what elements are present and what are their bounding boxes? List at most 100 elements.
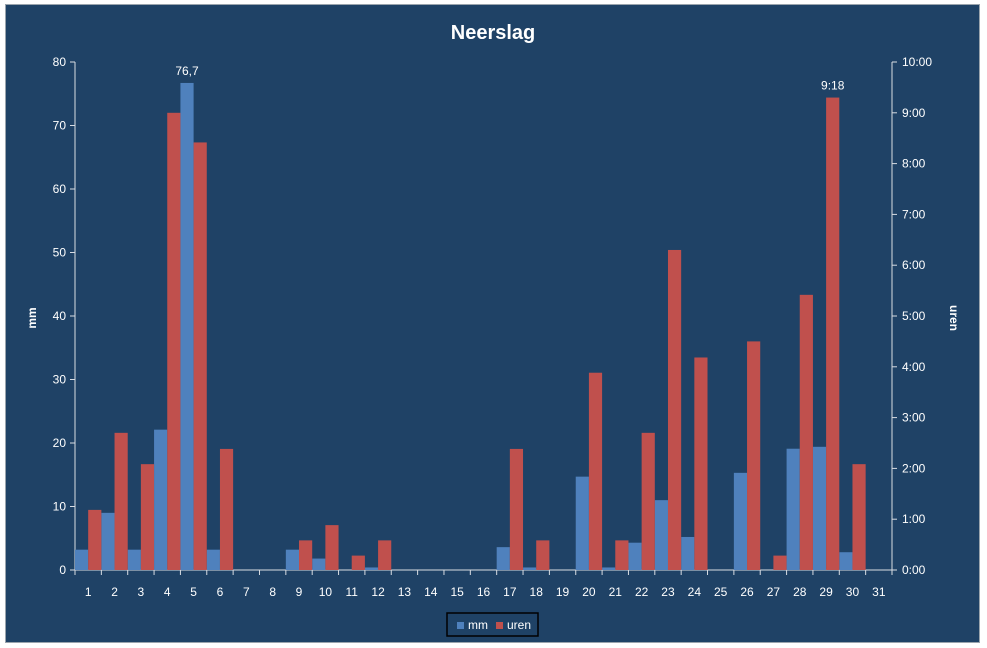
bar-uren: [193, 142, 207, 570]
bar-uren: [799, 294, 813, 570]
x-tick-label: 22: [635, 585, 649, 599]
bar-mm: [206, 549, 220, 570]
bar-uren: [826, 97, 840, 570]
y-axis-label: mm: [25, 307, 39, 328]
bar-uren: [588, 372, 603, 570]
bar-mm: [101, 512, 115, 570]
x-tick-label: 30: [846, 585, 860, 599]
x-tick-label: 3: [138, 585, 145, 599]
bar-mm: [628, 542, 642, 570]
bar-uren: [615, 540, 629, 570]
x-tick-label: 5: [190, 585, 197, 599]
bar-uren: [852, 464, 866, 570]
x-tick-label: 12: [371, 585, 385, 599]
y2-tick-label: 3:00: [902, 411, 926, 425]
y-tick-label: 20: [53, 436, 67, 450]
y-tick-label: 60: [53, 182, 67, 196]
bar-mm: [733, 472, 748, 570]
y2-tick-label: 9:00: [902, 106, 926, 120]
bar-mm: [127, 549, 141, 570]
y2-tick-label: 0:00: [902, 563, 926, 577]
x-tick-label: 29: [819, 585, 833, 599]
x-tick-label: 2: [111, 585, 118, 599]
bar-uren: [88, 509, 102, 570]
y-tick-label: 10: [53, 500, 67, 514]
bar-mm: [154, 429, 168, 570]
x-tick-label: 17: [503, 585, 517, 599]
bar-mm: [180, 82, 194, 570]
y-tick-label: 30: [53, 373, 67, 387]
bar-mm: [575, 476, 589, 570]
x-tick-label: 14: [424, 585, 438, 599]
bar-uren: [536, 540, 550, 570]
y2-tick-label: 2:00: [902, 461, 926, 475]
bar-uren: [351, 555, 365, 570]
bar-uren: [773, 555, 787, 570]
bar-mm: [285, 549, 300, 570]
bar-mm: [312, 558, 326, 570]
x-tick-label: 7: [243, 585, 250, 599]
legend-box: [446, 612, 539, 637]
bar-uren: [114, 432, 128, 570]
x-tick-label: 26: [740, 585, 754, 599]
x-tick-label: 13: [398, 585, 412, 599]
bar-mm: [681, 536, 695, 570]
x-tick-label: 31: [872, 585, 886, 599]
x-tick-label: 20: [582, 585, 596, 599]
bar-uren: [167, 112, 181, 571]
x-tick-label: 18: [530, 585, 544, 599]
y2-tick-label: 5:00: [902, 309, 926, 323]
bar-uren: [641, 432, 655, 570]
x-tick-label: 1: [85, 585, 92, 599]
bar-mm: [839, 552, 853, 570]
precipitation-chart: Neerslag mm uren 0 10 20 30 40 50 60 70 80 0:00 1:…: [25, 22, 961, 637]
y2-axis-label: uren: [947, 305, 961, 331]
x-tick-label: 21: [609, 585, 623, 599]
y-tick-label: 70: [53, 119, 67, 133]
bar-uren: [378, 540, 392, 570]
bar-uren: [325, 525, 339, 570]
x-tick-label: 10: [319, 585, 333, 599]
x-tick-label: 16: [477, 585, 491, 599]
legend: mm uren: [446, 612, 539, 637]
x-tick-label: 15: [450, 585, 464, 599]
x-tick-label: 4: [164, 585, 171, 599]
y2-tick-label: 10:00: [902, 55, 932, 69]
legend-label-uren: uren: [507, 618, 531, 632]
bar-uren: [667, 249, 682, 570]
x-tick-label: 23: [661, 585, 675, 599]
bar-mm: [496, 547, 510, 570]
x-tick-label: 8: [269, 585, 276, 599]
x-tick-label: 6: [217, 585, 224, 599]
y-tick-label: 80: [53, 55, 67, 69]
y2-tick-label: 8:00: [902, 157, 926, 171]
bar-mm: [812, 446, 827, 570]
bar-uren: [509, 448, 524, 570]
bar-mm: [786, 448, 800, 570]
x-tick-label: 27: [767, 585, 781, 599]
chart-frame: Neerslag mm uren 0 10 20 30 40 50 60 70 80 0:00 1:…: [5, 4, 980, 643]
plot-area: 0 10 20 30 40 50 60 70 80 0:00 1:00 2:00 3:00 4:00 5:0…: [53, 55, 933, 599]
x-tick-label: 25: [714, 585, 728, 599]
x-tick-label: 9: [296, 585, 303, 599]
bar-mm: [654, 500, 668, 570]
bar-uren: [299, 540, 313, 570]
x-tick-label: 24: [688, 585, 702, 599]
bar-uren: [140, 464, 155, 570]
bar-uren: [219, 448, 234, 570]
data-label: 9:18: [821, 79, 845, 93]
bar-mm: [602, 567, 616, 570]
chart-title: Neerslag: [451, 22, 536, 44]
y2-tick-label: 6:00: [902, 258, 926, 272]
legend-label-mm: mm: [468, 618, 488, 632]
bar-mm: [75, 549, 89, 570]
bar-uren: [747, 341, 761, 570]
x-tick-label: 11: [345, 585, 358, 599]
bar-mm: [523, 567, 537, 570]
x-tick-label: 28: [793, 585, 807, 599]
y-tick-label: 50: [53, 246, 67, 260]
y-tick-label: 0: [59, 563, 66, 577]
bar-uren: [694, 357, 708, 570]
data-label: 76,7: [175, 64, 199, 78]
legend-swatch-mm: [457, 622, 464, 629]
